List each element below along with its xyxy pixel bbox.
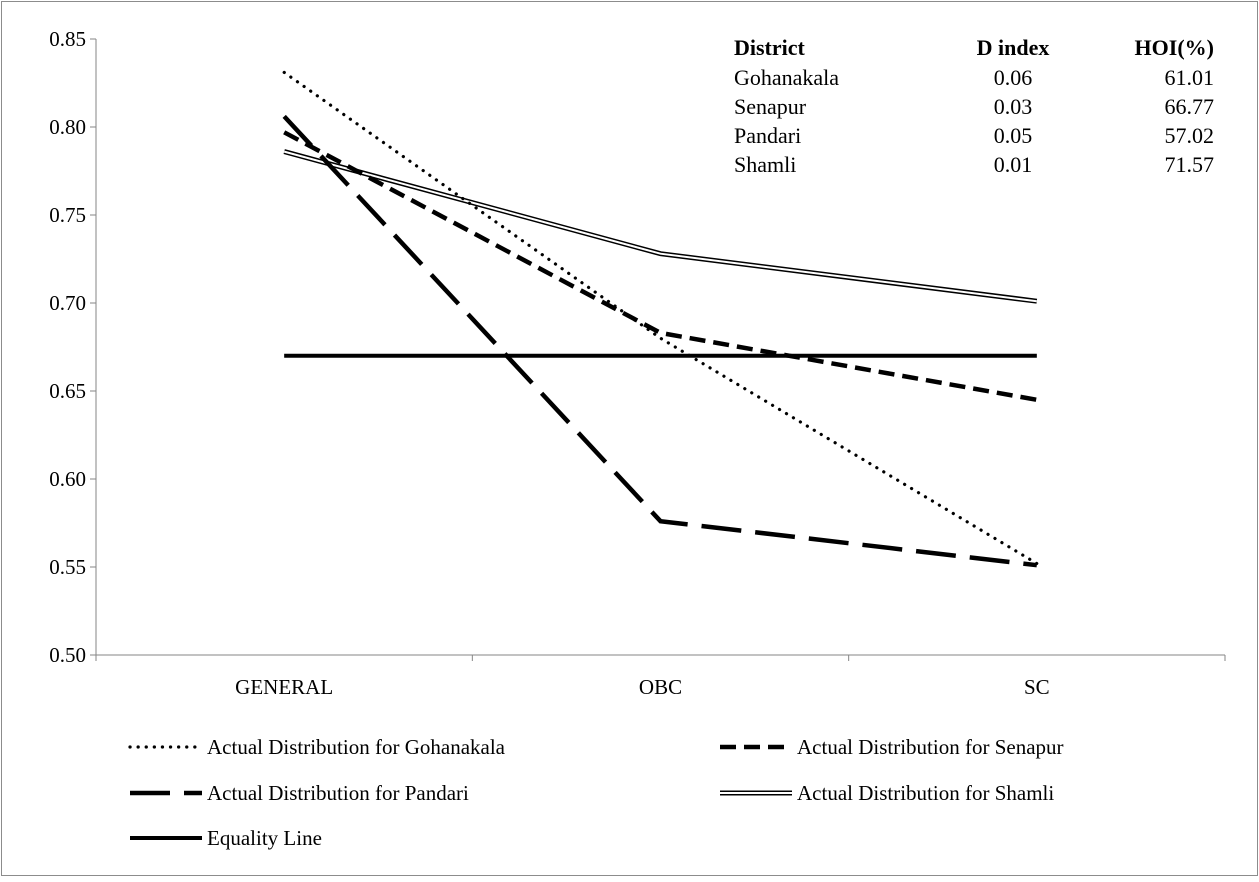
- table-cell: 0.03: [994, 94, 1033, 119]
- table-cell: Gohanakala: [734, 65, 839, 90]
- legend-label: Actual Distribution for Pandari: [207, 781, 469, 805]
- y-tick-label: 0.55: [49, 555, 86, 579]
- table-cell: 0.01: [994, 152, 1033, 177]
- y-tick-label: 0.50: [49, 643, 86, 667]
- legend-label: Actual Distribution for Shamli: [797, 781, 1054, 805]
- table-cell: 61.01: [1165, 65, 1215, 90]
- y-tick-label: 0.70: [49, 291, 86, 315]
- legend-label: Actual Distribution for Gohanakala: [207, 735, 506, 759]
- y-tick-label: 0.65: [49, 379, 86, 403]
- table-cell: Senapur: [734, 94, 807, 119]
- table-cell: 71.57: [1165, 152, 1215, 177]
- x-tick-label: SC: [1024, 675, 1050, 699]
- table-cell: Shamli: [734, 152, 796, 177]
- y-tick-label: 0.85: [49, 27, 86, 51]
- legend-label: Actual Distribution for Senapur: [797, 735, 1064, 759]
- y-tick-label: 0.60: [49, 467, 86, 491]
- x-tick-label: GENERAL: [235, 675, 333, 699]
- table-cell: Pandari: [734, 123, 801, 148]
- y-tick-label: 0.75: [49, 203, 86, 227]
- table-header: D index: [977, 35, 1050, 60]
- table-cell: 0.05: [994, 123, 1033, 148]
- legend-label: Equality Line: [207, 826, 322, 850]
- x-tick-label: OBC: [639, 675, 682, 699]
- table-cell: 0.06: [994, 65, 1033, 90]
- table-header: District: [734, 35, 806, 60]
- table-cell: 57.02: [1165, 123, 1215, 148]
- table-cell: 66.77: [1165, 94, 1215, 119]
- y-tick-label: 0.80: [49, 115, 86, 139]
- table-header: HOI(%): [1135, 35, 1214, 60]
